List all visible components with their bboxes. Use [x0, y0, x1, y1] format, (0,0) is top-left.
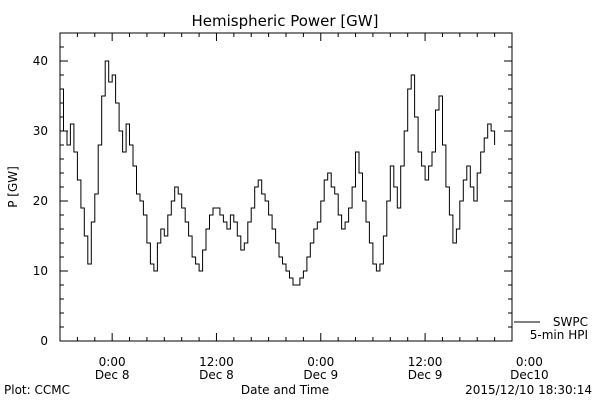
y-tick-label: 40 [33, 54, 48, 68]
y-tick-label: 30 [33, 124, 48, 138]
x-tick-date-label: Dec10 [510, 368, 549, 382]
footer-timestamp: 2015/12/10 18:30:14 [465, 383, 592, 397]
y-tick-label: 20 [33, 194, 48, 208]
chart-title: Hemispheric Power [GW] [192, 12, 379, 30]
x-tick-time-label: 12:00 [408, 355, 443, 369]
x-tick-time-label: 0:00 [516, 355, 543, 369]
x-tick-time-label: 12:00 [199, 355, 234, 369]
y-tick-label: 0 [40, 334, 48, 348]
y-tick-label: 10 [33, 264, 48, 278]
series-layer [60, 60, 496, 286]
plot-frame [59, 32, 513, 342]
x-tick-time-label: 0:00 [307, 355, 334, 369]
x-tick-date-label: Dec 8 [199, 368, 234, 382]
y-axis-ticks: 0 10 20 30 40 [33, 32, 512, 348]
x-axis-label: Date and Time [241, 383, 329, 397]
legend-entry-hpi: 5-min HPI [530, 328, 588, 342]
y-axis-label: P [GW] [6, 166, 20, 208]
x-tick-time-label: 0:00 [99, 355, 126, 369]
x-tick-date-label: Dec 9 [303, 368, 338, 382]
footer-credit: Plot: CCMC [4, 383, 70, 397]
x-tick-date-label: Dec 8 [95, 368, 130, 382]
legend-entry-swpc: SWPC [553, 315, 588, 329]
series-line [60, 60, 496, 286]
x-tick-date-label: Dec 9 [408, 368, 443, 382]
